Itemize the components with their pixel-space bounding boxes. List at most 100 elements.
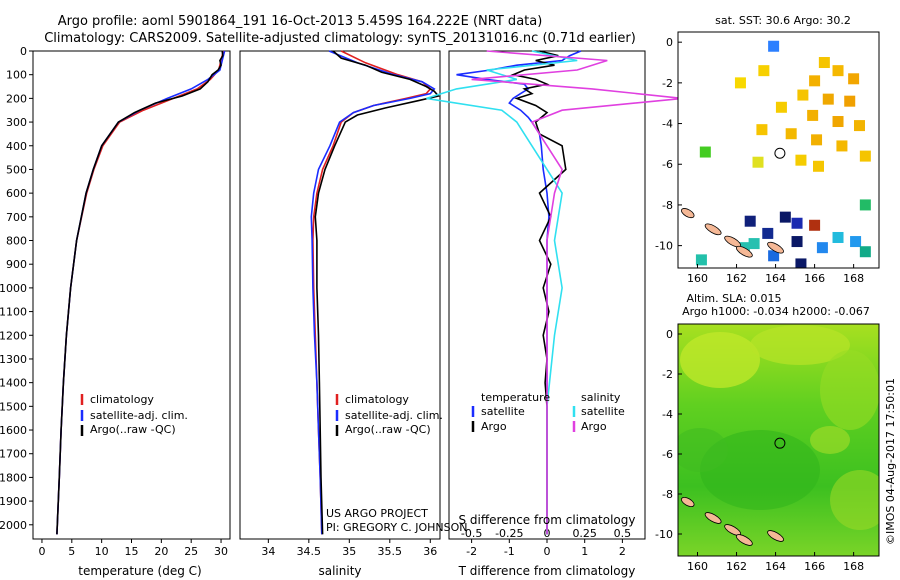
t-difference-axis-label: T difference from climatology bbox=[458, 564, 636, 578]
t-difference-tick-label: -1 bbox=[504, 545, 515, 558]
t-difference-tick-label: 1 bbox=[581, 545, 588, 558]
sst-cell bbox=[813, 160, 825, 172]
salinity-tick-label: 36 bbox=[423, 545, 437, 558]
latitude-tick-label: -2 bbox=[662, 368, 673, 381]
sst-cell bbox=[748, 238, 760, 250]
sst-cell bbox=[850, 236, 862, 248]
latitude-tick-label: 0 bbox=[666, 36, 673, 49]
longitude-tick-label: 166 bbox=[804, 560, 825, 573]
temperature-tick-label: 30 bbox=[214, 545, 228, 558]
longitude-tick-label: 160 bbox=[687, 272, 708, 285]
sla-map-panel: Altim. SLA: 0.015 Argo h1000: -0.034 h20… bbox=[655, 292, 880, 573]
sla-patch bbox=[700, 430, 820, 510]
depth-tick-label: 1900 bbox=[0, 495, 27, 508]
sst-cell bbox=[795, 258, 807, 268]
sst-cell bbox=[832, 116, 844, 128]
project-name: US ARGO PROJECT bbox=[326, 507, 428, 520]
s-difference-axis-ticks: -0.5 -0.25 0 0.25 0.5 bbox=[461, 527, 631, 540]
legend-label-s-satellite: satellite bbox=[581, 405, 625, 418]
depth-tick-label: 800 bbox=[6, 235, 27, 248]
longitude-tick-label: 168 bbox=[843, 560, 864, 573]
sst-cell bbox=[818, 57, 830, 69]
sst-profile-location-marker bbox=[774, 147, 786, 159]
s-difference-tick-label: -0.25 bbox=[495, 527, 523, 540]
sla-patch bbox=[820, 350, 879, 430]
longitude-tick-label: 168 bbox=[843, 272, 864, 285]
sst-cell bbox=[844, 95, 856, 107]
sla-patch bbox=[830, 470, 879, 530]
imos-timestamp: ©IMOS 04-Aug-2017 17:50:01 bbox=[884, 378, 897, 545]
depth-tick-label: 2000 bbox=[0, 519, 27, 532]
salinity-tick-label: 34.5 bbox=[297, 545, 322, 558]
temperature-tick-label: 10 bbox=[95, 545, 109, 558]
sst-map-frame bbox=[677, 31, 880, 269]
longitude-tick-label: 162 bbox=[726, 272, 747, 285]
depth-tick-label: 1600 bbox=[0, 424, 27, 437]
sla-patch bbox=[810, 426, 850, 454]
sst-cell bbox=[768, 250, 780, 262]
depth-tick-label: 300 bbox=[6, 116, 27, 129]
sst-map-islands bbox=[681, 208, 784, 258]
longitude-tick-label: 164 bbox=[765, 560, 786, 573]
legend-label-satellite-adj: satellite-adj. clim. bbox=[345, 409, 443, 422]
depth-tick-label: 0 bbox=[20, 45, 27, 58]
sst-cell bbox=[807, 109, 819, 121]
title-line-2: Climatology: CARS2009. Satellite-adjuste… bbox=[44, 31, 636, 46]
depth-tick-label: 1000 bbox=[0, 282, 27, 295]
s-difference-tick-label: 0.5 bbox=[614, 527, 632, 540]
sst-map-latitude-ticks: 0 -2 -4 -6 -8 -10 bbox=[655, 36, 682, 253]
temperature-axis-ticks: 0 5 10 15 20 25 30 bbox=[38, 539, 228, 558]
legend-label-s-argo: Argo bbox=[581, 420, 607, 433]
temperature-tick-label: 0 bbox=[38, 545, 45, 558]
longitude-tick-label: 164 bbox=[765, 272, 786, 285]
legend-label-t-satellite: satellite bbox=[481, 405, 525, 418]
difference-panel: -2 -1 0 1 2 -0.5 -0.25 0 0.25 0.5 S difference f… bbox=[426, 50, 683, 578]
salinity-tick-label: 34 bbox=[261, 545, 275, 558]
sst-cell bbox=[853, 120, 865, 132]
sst-cell bbox=[695, 254, 707, 266]
sst-cell bbox=[811, 134, 823, 146]
latitude-tick-label: -10 bbox=[655, 528, 673, 541]
latitude-tick-label: -6 bbox=[662, 158, 673, 171]
sla-profile-location-marker bbox=[774, 437, 786, 449]
sla-map-title-line-1: Altim. SLA: 0.015 bbox=[686, 292, 781, 305]
sla-map-frame bbox=[677, 323, 880, 557]
depth-tick-label: 900 bbox=[6, 258, 27, 271]
salinity-plot-frame bbox=[239, 50, 441, 540]
temperature-panel: 0100200300400500600700800900100011001200… bbox=[0, 45, 231, 578]
sst-cell bbox=[734, 77, 746, 89]
latitude-tick-label: -4 bbox=[662, 118, 673, 131]
sla-map-longitude-ticks: 160 162 164 166 168 bbox=[687, 552, 864, 573]
difference-series-lines bbox=[426, 50, 683, 535]
latitude-tick-label: -2 bbox=[662, 77, 673, 90]
legend-label-satellite-adj: satellite-adj. clim. bbox=[90, 409, 188, 422]
island-shape bbox=[767, 241, 784, 254]
sst-cell bbox=[859, 199, 871, 211]
island-shape bbox=[735, 534, 753, 546]
sst-cell bbox=[859, 150, 871, 162]
temperature-series-lines bbox=[56, 50, 226, 535]
salinity-series-lines bbox=[310, 50, 440, 535]
sst-cell bbox=[756, 124, 768, 136]
island-shape bbox=[735, 245, 753, 258]
salinity-axis-ticks: 34 34.5 35 35.5 36 bbox=[261, 539, 437, 558]
temperature-tick-label: 20 bbox=[154, 545, 168, 558]
s-difference-tick-label: -0.5 bbox=[461, 527, 482, 540]
latitude-tick-label: -6 bbox=[662, 448, 673, 461]
depth-tick-label: 200 bbox=[6, 92, 27, 105]
s-difference-tick-label: 0.25 bbox=[572, 527, 597, 540]
series-line-argo-raw-qc- bbox=[56, 50, 224, 535]
depth-tick-label: 1700 bbox=[0, 448, 27, 461]
sst-cell bbox=[791, 236, 803, 248]
sst-cell bbox=[744, 215, 756, 227]
sst-cell bbox=[816, 242, 828, 254]
depth-tick-label: 1100 bbox=[0, 306, 27, 319]
longitude-tick-label: 166 bbox=[804, 272, 825, 285]
sla-map-anomaly-patches bbox=[678, 325, 879, 530]
sst-cell bbox=[809, 75, 821, 87]
latitude-tick-label: 0 bbox=[666, 328, 673, 341]
temperature-legend: climatology satellite-adj. clim. Argo(..… bbox=[80, 393, 188, 436]
salinity-tick-label: 35 bbox=[342, 545, 356, 558]
depth-tick-label: 400 bbox=[6, 140, 27, 153]
sla-map-latitude-ticks: 0 -2 -4 -6 -8 -10 bbox=[655, 328, 682, 541]
